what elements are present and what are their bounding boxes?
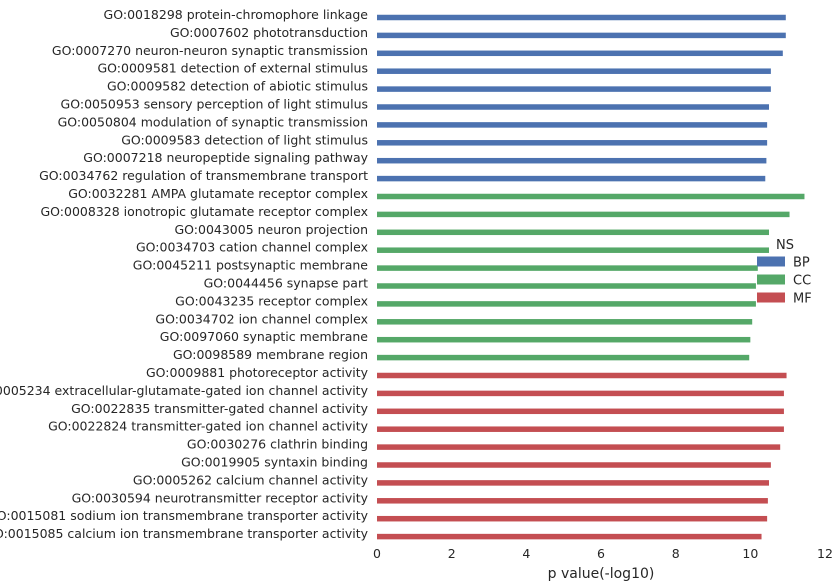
bar-mf	[377, 390, 784, 397]
category-label: GO:0007602 phototransduction	[170, 25, 368, 40]
category-label: GO:0034702 ion channel complex	[155, 311, 368, 326]
legend-swatch-mf	[757, 292, 785, 303]
bars-layer	[377, 14, 805, 540]
x-axis-ticks: 0 2 4 6 8 10 12	[373, 546, 833, 561]
bar-cc	[377, 229, 769, 236]
category-label: GO:0018298 protein-chromophore linkage	[104, 7, 369, 22]
category-label: GO:0008328 ionotropic glutamate receptor…	[41, 204, 369, 219]
category-label: GO:0009581 detection of external stimulu…	[98, 61, 369, 76]
category-label: GO:0034703 cation channel complex	[136, 240, 368, 255]
bar-cc	[377, 193, 805, 200]
bar-cc	[377, 354, 750, 361]
bar-bp	[377, 68, 771, 74]
x-tick-label: 2	[448, 546, 456, 561]
bar-bp	[377, 86, 771, 92]
category-label: GO:0032281 AMPA glutamate receptor compl…	[68, 186, 368, 201]
category-label: GO:0097060 synaptic membrane	[160, 329, 369, 344]
category-label: GO:0050953 sensory perception of light s…	[61, 97, 368, 112]
category-label: GO:0022824 transmitter-gated ion channel…	[48, 419, 369, 434]
x-tick-label: 0	[373, 546, 381, 561]
bar-cc	[377, 247, 769, 253]
bar-mf	[377, 372, 787, 379]
category-label: GO:0009881 photoreceptor activity	[146, 365, 369, 380]
x-tick-label: 8	[672, 546, 680, 561]
bar-cc	[377, 283, 756, 289]
x-axis-label: p value(-log10)	[548, 566, 655, 582]
bar-mf	[377, 444, 781, 450]
category-label: GO:0030594 neurotransmitter receptor act…	[72, 490, 369, 505]
bar-bp	[377, 14, 786, 21]
category-label: GO:0015081 sodium ion transmembrane tran…	[0, 508, 369, 523]
x-tick-label: 4	[522, 546, 530, 561]
category-label: GO:0015085 calcium ion transmembrane tra…	[0, 526, 369, 541]
category-label: GO:0043005 neuron projection	[174, 222, 368, 237]
bar-bp	[377, 104, 769, 110]
category-label: GO:0005234 extracellular-glutamate-gated…	[0, 383, 369, 398]
bar-bp	[377, 157, 767, 164]
bar-cc	[377, 211, 790, 218]
legend-label-mf: MF	[793, 292, 812, 307]
category-label: GO:0019905 syntaxin binding	[181, 455, 368, 470]
legend-swatch-bp	[757, 256, 785, 267]
category-label: GO:0050804 modulation of synaptic transm…	[58, 114, 368, 129]
bar-cc	[377, 336, 751, 343]
x-tick-label: 6	[597, 546, 605, 561]
category-label: GO:0005262 calcium channel activity	[133, 472, 369, 487]
category-label: GO:0030276 clathrin binding	[187, 437, 368, 452]
category-label: GO:0043235 receptor complex	[175, 293, 368, 308]
bar-cc	[377, 301, 756, 307]
category-label: GO:0044456 synapse part	[204, 276, 368, 291]
legend-entries: BP CC MF	[757, 256, 812, 307]
x-tick-label: 12	[817, 546, 833, 561]
bar-bp	[377, 122, 768, 128]
bar-bp	[377, 50, 783, 57]
legend-title: NS	[776, 238, 794, 253]
bar-mf	[377, 498, 768, 504]
bar-mf	[377, 515, 768, 522]
x-tick-label: 10	[742, 546, 758, 561]
category-label: GO:0007270 neuron-neuron synaptic transm…	[52, 43, 368, 58]
category-label: GO:0045211 postsynaptic membrane	[133, 258, 369, 273]
category-label: GO:0007218 neuropeptide signaling pathwa…	[83, 150, 368, 165]
legend-label-cc: CC	[793, 274, 811, 289]
legend-swatch-cc	[757, 274, 785, 285]
bar-mf	[377, 533, 762, 540]
category-label: GO:0098589 membrane region	[173, 347, 368, 362]
category-labels: GO:0018298 protein-chromophore linkage GO…	[0, 7, 369, 541]
category-label: GO:0009582 detection of abiotic stimulus	[107, 79, 368, 94]
bar-bp	[377, 32, 786, 39]
bar-bp	[377, 175, 766, 182]
bar-cc	[377, 319, 753, 325]
category-label: GO:0009583 detection of light stimulus	[121, 132, 368, 147]
bar-mf	[377, 462, 771, 468]
bar-mf	[377, 408, 784, 415]
legend-label-bp: BP	[793, 256, 810, 271]
bar-mf	[377, 480, 769, 486]
category-label: GO:0034762 regulation of transmembrane t…	[39, 168, 368, 183]
category-label: GO:0022835 transmitter-gated channel act…	[71, 401, 368, 416]
bar-bp	[377, 140, 768, 146]
legend: NS BP CC MF	[757, 238, 812, 307]
bar-cc	[377, 265, 758, 271]
bar-mf	[377, 426, 784, 432]
